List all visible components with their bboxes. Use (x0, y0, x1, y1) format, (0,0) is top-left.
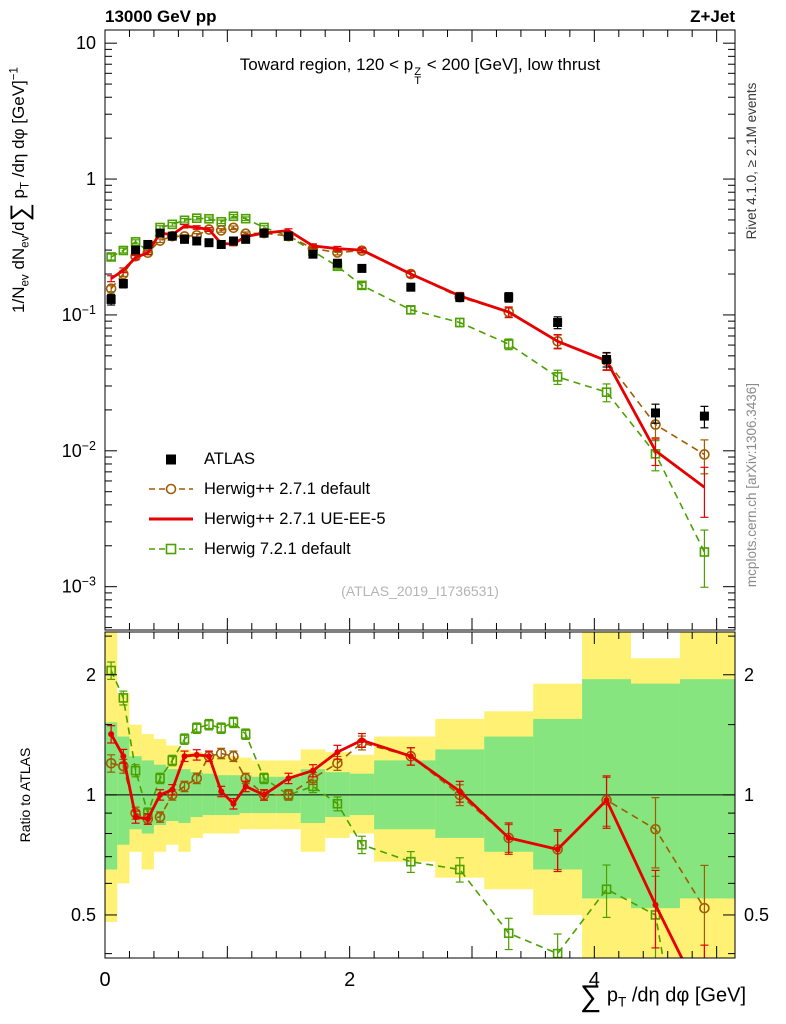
legend-item-herwig-pp-ueee5: Herwig++ 2.7.1 UE-EE-5 (147, 504, 386, 534)
svg-text:0.5: 0.5 (744, 905, 769, 925)
herwig-pp-ueee5-marker-icon (149, 517, 193, 521)
herwig7-default-marker-icon (149, 543, 193, 555)
main-panel-series (105, 211, 710, 588)
svg-text:10−2: 10−2 (62, 439, 96, 461)
svg-text:1: 1 (744, 785, 754, 805)
mcplots-attribution-note: mcplots.cern.ch [arXiv:1306.3436] (744, 382, 759, 588)
legend-label: Herwig++ 2.7.1 UE-EE-5 (204, 509, 386, 528)
x-axis-title: ∑ pT /dη dφ [GeV] (579, 980, 746, 1013)
legend-item-herwig7-default: Herwig 7.2.1 default (147, 534, 386, 564)
legend-item-herwig-pp-default: Herwig++ 2.7.1 default (147, 474, 386, 504)
axes: 10 1 10−1 10−2 10−3 0.5 0.5 1 1 2 2 0 2 4 (62, 29, 769, 991)
svg-text:0.5: 0.5 (71, 905, 96, 925)
svg-text:2: 2 (744, 665, 754, 685)
svg-text:10: 10 (76, 33, 96, 53)
ratio-panel-series (105, 661, 710, 958)
svg-text:0: 0 (99, 969, 110, 991)
legend: ATLAS Herwig++ 2.7.1 default Herwig++ 2.7.… (147, 444, 386, 564)
atlas-marker-icon (166, 454, 176, 465)
rivet-version-note: Rivet 4.1.0, ≥ 2.1M events (744, 82, 759, 240)
process-label: Z+Jet (690, 7, 735, 26)
svg-text:4: 4 (589, 969, 600, 991)
ratio-axis-title: Ratio to ATLAS (17, 747, 33, 843)
svg-text:2: 2 (344, 969, 355, 991)
beam-energy-label: 13000 GeV pp (105, 7, 217, 26)
legend-label: ATLAS (204, 449, 256, 468)
svg-text:2: 2 (86, 665, 96, 685)
svg-text:10−1: 10−1 (62, 303, 96, 325)
svg-text:10−3: 10−3 (62, 575, 96, 597)
legend-label: Herwig++ 2.7.1 default (204, 479, 371, 498)
herwig-pp-default-marker-icon (149, 483, 193, 495)
svg-text:1: 1 (86, 169, 96, 189)
legend-label: Herwig 7.2.1 default (204, 539, 351, 558)
legend-item-atlas: ATLAS (147, 444, 386, 474)
svg-text:1: 1 (86, 785, 96, 805)
analysis-id-watermark: (ATLAS_2019_I1736531) (341, 583, 499, 599)
y-axis-title: 1/Nev dNev/d∑ pT /dη dφ [GeV]−1 (6, 67, 34, 313)
